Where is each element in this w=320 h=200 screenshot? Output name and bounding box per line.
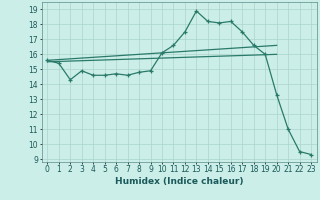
X-axis label: Humidex (Indice chaleur): Humidex (Indice chaleur) [115, 177, 244, 186]
